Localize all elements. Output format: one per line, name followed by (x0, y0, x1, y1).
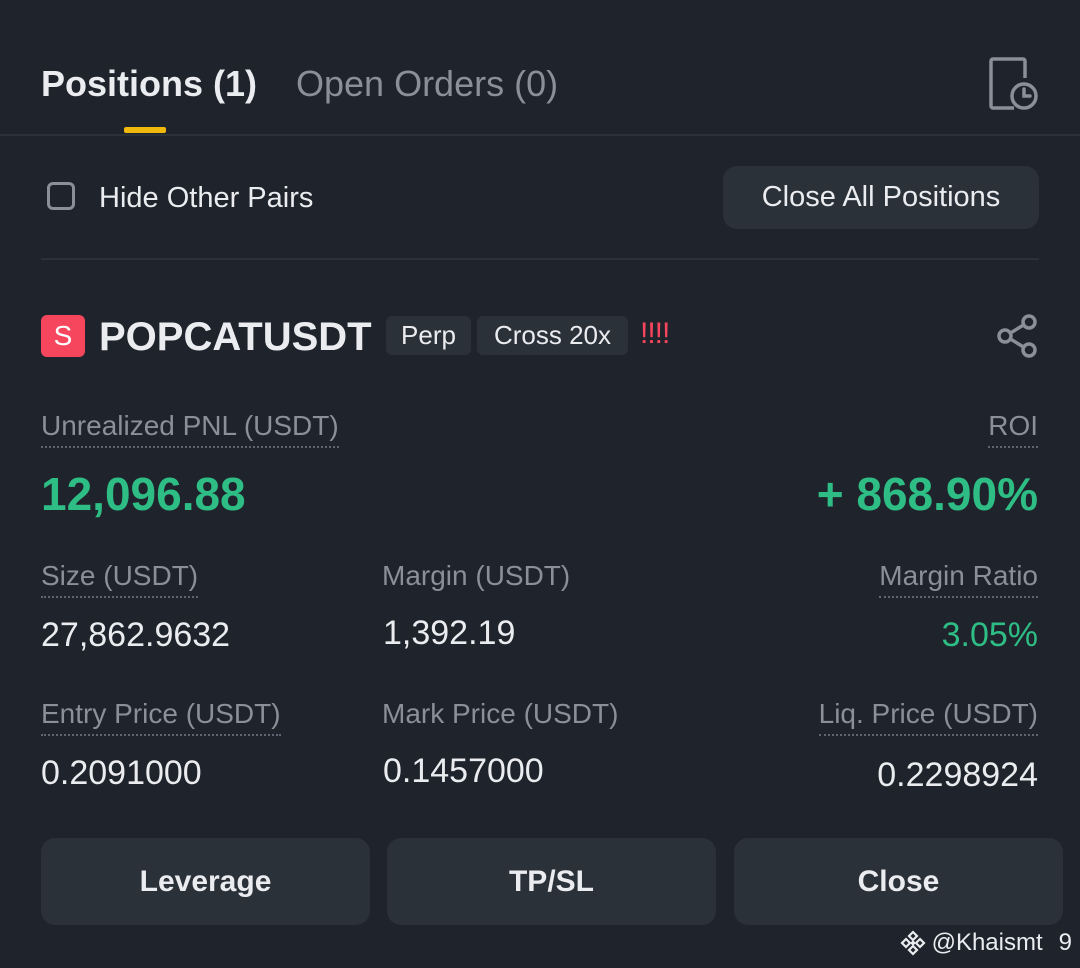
hide-other-pairs-label[interactable]: Hide Other Pairs (99, 182, 314, 214)
tab-divider (0, 134, 1080, 136)
roi-label[interactable]: ROI (988, 408, 1038, 448)
margin-mode-tag[interactable]: Cross 20x (477, 316, 628, 355)
risk-warning-marks: !!!! (640, 317, 670, 350)
tpsl-button[interactable]: TP/SL (387, 838, 716, 925)
mark-price-label: Mark Price (USDT) (382, 698, 619, 729)
unrealized-pnl-label[interactable]: Unrealized PNL (USDT) (41, 408, 339, 448)
share-icon[interactable] (996, 314, 1040, 358)
liq-price-value: 0.2298924 (877, 756, 1038, 794)
hide-other-pairs-checkbox[interactable] (47, 182, 75, 210)
binance-logo-icon (900, 930, 926, 956)
tab-open-orders[interactable]: Open Orders (0) (296, 63, 559, 104)
leverage-button[interactable]: Leverage (41, 838, 370, 925)
margin-ratio-value: 3.05% (941, 616, 1038, 654)
unrealized-pnl-value: 12,096.88 (41, 468, 246, 520)
watermark-handle: @Khaismt (931, 929, 1043, 956)
section-divider (41, 258, 1039, 260)
margin-value: 1,392.19 (383, 614, 516, 652)
active-tab-indicator (124, 127, 166, 133)
position-symbol[interactable]: POPCATUSDT (99, 315, 372, 359)
close-all-positions-button[interactable]: Close All Positions (723, 166, 1039, 229)
margin-ratio-label[interactable]: Margin Ratio (879, 558, 1038, 598)
mark-price-value: 0.1457000 (383, 752, 544, 790)
close-position-button[interactable]: Close (734, 838, 1063, 925)
short-side-badge: S (41, 315, 85, 357)
entry-price-value: 0.2091000 (41, 754, 202, 792)
tab-positions[interactable]: Positions (1) (41, 63, 258, 104)
roi-value: + 868.90% (816, 468, 1038, 520)
watermark-page-number: 9 (1058, 929, 1072, 956)
margin-label: Margin (USDT) (382, 560, 571, 591)
history-clock-icon[interactable] (988, 56, 1040, 112)
liq-price-label[interactable]: Liq. Price (USDT) (818, 696, 1038, 736)
size-label[interactable]: Size (USDT) (41, 558, 199, 598)
size-value: 27,862.9632 (41, 616, 231, 654)
entry-price-label[interactable]: Entry Price (USDT) (41, 696, 281, 736)
contract-type-tag: Perp (386, 316, 471, 355)
watermark: @Khaismt 9 (900, 928, 1072, 958)
